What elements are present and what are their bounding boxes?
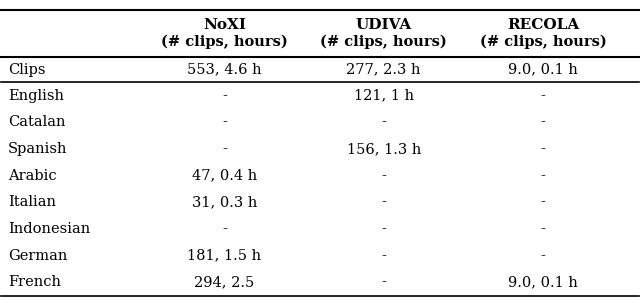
Text: -: - xyxy=(541,249,545,263)
Text: -: - xyxy=(381,115,386,129)
Text: -: - xyxy=(222,89,227,103)
Text: Indonesian: Indonesian xyxy=(8,222,90,236)
Text: -: - xyxy=(541,222,545,236)
Text: 294, 2.5: 294, 2.5 xyxy=(195,275,255,289)
Text: 47, 0.4 h: 47, 0.4 h xyxy=(192,169,257,183)
Text: French: French xyxy=(8,275,61,289)
Text: RECOLA: RECOLA xyxy=(507,18,579,32)
Text: 277, 2.3 h: 277, 2.3 h xyxy=(346,63,421,77)
Text: -: - xyxy=(381,249,386,263)
Text: 9.0, 0.1 h: 9.0, 0.1 h xyxy=(508,63,578,77)
Text: -: - xyxy=(381,169,386,183)
Text: 181, 1.5 h: 181, 1.5 h xyxy=(188,249,262,263)
Text: -: - xyxy=(222,115,227,129)
Text: 121, 1 h: 121, 1 h xyxy=(354,89,414,103)
Text: -: - xyxy=(222,142,227,156)
Text: UDIVA: UDIVA xyxy=(356,18,412,32)
Text: Catalan: Catalan xyxy=(8,115,65,129)
Text: 553, 4.6 h: 553, 4.6 h xyxy=(187,63,262,77)
Text: 156, 1.3 h: 156, 1.3 h xyxy=(346,142,421,156)
Text: English: English xyxy=(8,89,64,103)
Text: Clips: Clips xyxy=(8,63,45,77)
Text: (# clips, hours): (# clips, hours) xyxy=(479,35,607,49)
Text: Spanish: Spanish xyxy=(8,142,67,156)
Text: -: - xyxy=(541,169,545,183)
Text: -: - xyxy=(381,195,386,209)
Text: (# clips, hours): (# clips, hours) xyxy=(161,35,288,49)
Text: -: - xyxy=(541,89,545,103)
Text: -: - xyxy=(541,115,545,129)
Text: -: - xyxy=(381,222,386,236)
Text: -: - xyxy=(381,275,386,289)
Text: -: - xyxy=(222,222,227,236)
Text: 9.0, 0.1 h: 9.0, 0.1 h xyxy=(508,275,578,289)
Text: German: German xyxy=(8,249,67,263)
Text: -: - xyxy=(541,142,545,156)
Text: (# clips, hours): (# clips, hours) xyxy=(321,35,447,49)
Text: 31, 0.3 h: 31, 0.3 h xyxy=(192,195,257,209)
Text: NoXI: NoXI xyxy=(203,18,246,32)
Text: -: - xyxy=(541,195,545,209)
Text: Arabic: Arabic xyxy=(8,169,56,183)
Text: Italian: Italian xyxy=(8,195,56,209)
